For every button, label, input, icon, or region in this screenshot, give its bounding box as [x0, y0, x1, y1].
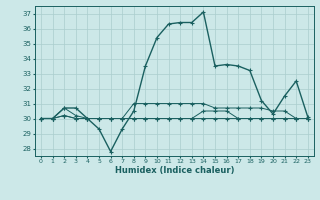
- X-axis label: Humidex (Indice chaleur): Humidex (Indice chaleur): [115, 166, 234, 175]
